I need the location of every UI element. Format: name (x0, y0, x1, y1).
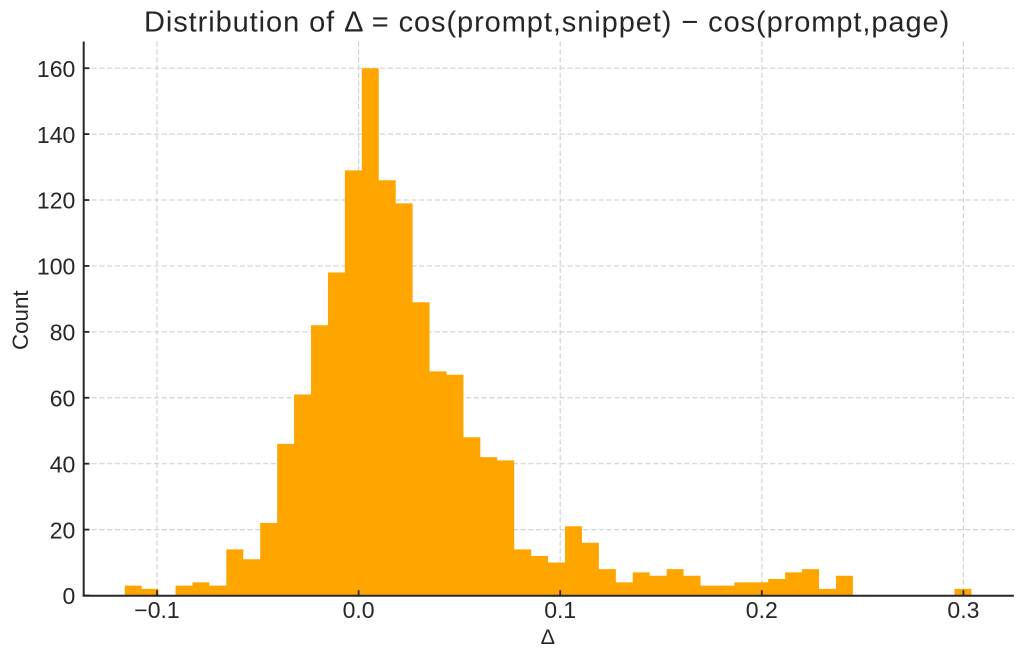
svg-text:Δ: Δ (541, 625, 555, 649)
svg-text:140: 140 (37, 122, 75, 148)
svg-text:80: 80 (50, 320, 76, 346)
svg-text:40: 40 (50, 451, 76, 477)
svg-text:100: 100 (37, 254, 75, 280)
svg-text:0.3: 0.3 (947, 597, 979, 623)
svg-text:0.2: 0.2 (746, 597, 778, 623)
svg-text:160: 160 (37, 56, 75, 82)
svg-text:−0.1: −0.1 (134, 597, 179, 623)
svg-text:0.0: 0.0 (343, 597, 375, 623)
svg-text:0.1: 0.1 (544, 597, 576, 623)
svg-text:120: 120 (37, 188, 75, 214)
svg-text:Count: Count (8, 290, 33, 350)
svg-text:Distribution of Δ = cos(prompt: Distribution of Δ = cos(prompt,snippet) … (144, 6, 950, 38)
svg-text:20: 20 (50, 517, 76, 543)
svg-text:0: 0 (63, 583, 76, 609)
svg-text:60: 60 (50, 385, 76, 411)
